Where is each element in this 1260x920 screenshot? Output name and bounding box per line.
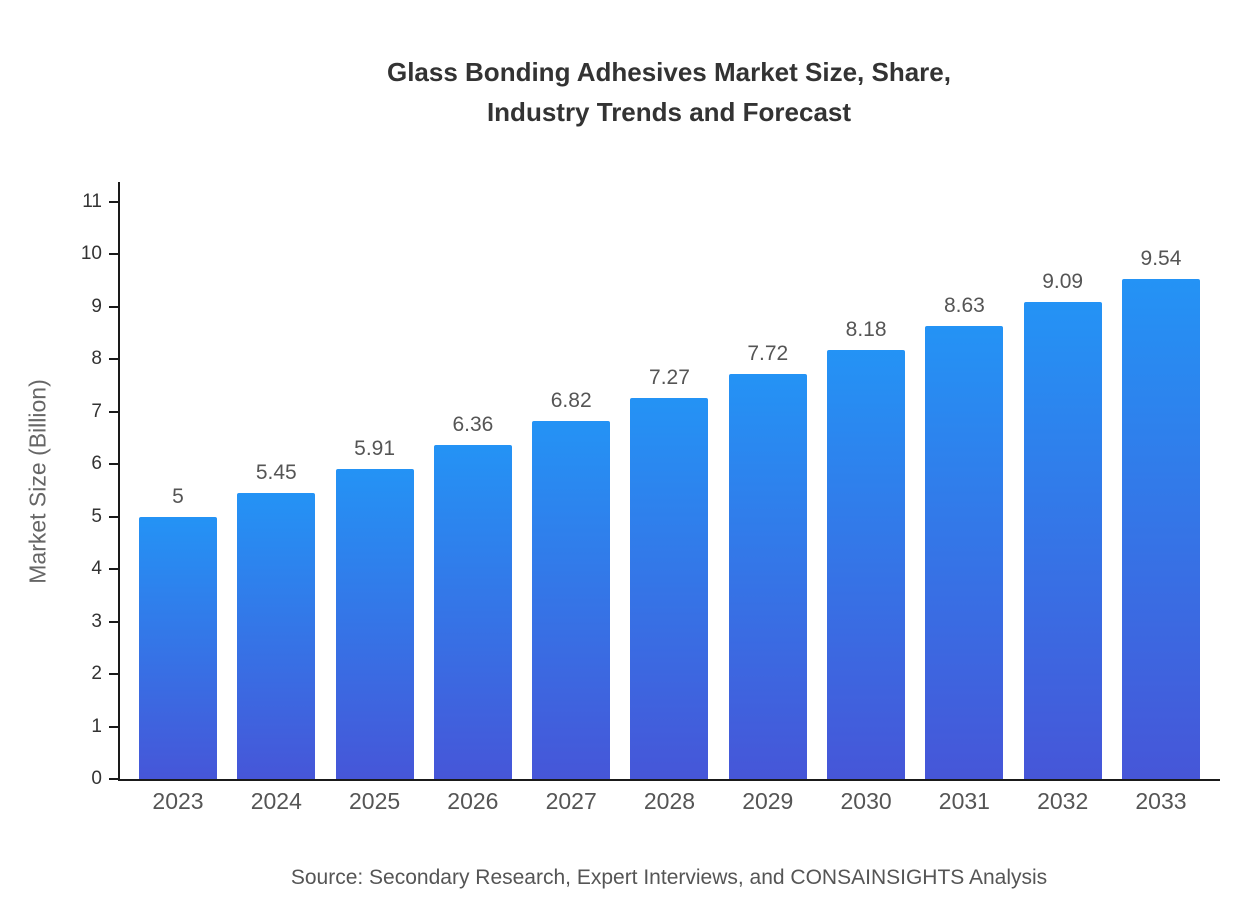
x-tick-label: 2025 [349,788,401,814]
bar [335,469,414,779]
bar [1023,302,1102,779]
x-tick-label: 2024 [250,788,302,814]
x-tick-label: 2029 [742,788,794,814]
y-tick-mark [109,305,118,308]
y-tick-label: 4 [91,558,102,580]
y-tick-label: 7 [91,400,102,422]
bar-value-label: 6.36 [452,413,494,437]
y-tick-mark [109,725,118,728]
bar-column: 6.36 [433,413,512,779]
bar-value-label: 7.27 [649,365,690,389]
x-tick-label: 2026 [447,788,499,814]
bar-column: 7.72 [728,342,807,779]
y-tick-mark [109,463,118,466]
bars-container: 5 5.45 5.91 6.36 6.82 7.27 7.72 8.18 8.63 9.09 9.5… [139,247,1200,779]
y-tick-label: 9 [91,295,102,317]
x-tick-label: 2030 [840,788,892,814]
bar-value-label: 8.18 [845,317,887,341]
source-caption: Source: Secondary Research, Expert Inter… [290,866,1048,889]
y-axis-title: Market Size (Billion) [24,379,51,584]
y-tick-label: 11 [82,191,102,212]
y-tick-mark [109,673,118,676]
y-tick-mark [109,515,118,518]
x-tick-label: 2023 [152,788,204,814]
bar [630,397,709,779]
y-tick-mark [109,620,118,623]
bar [1121,278,1200,779]
bar [433,445,512,779]
bar-value-label: 6.82 [550,389,592,413]
bar-column: 8.63 [925,294,1004,779]
x-axis-line [118,779,1220,781]
bar-column: 9.09 [1023,270,1102,779]
bar-column: 8.18 [827,317,906,779]
bar [728,374,807,779]
bar-column: 5.45 [237,461,316,779]
bar-value-label: 7.72 [747,342,789,366]
y-tick-mark [109,358,118,361]
y-tick-label: 0 [91,768,102,789]
bar-column: 5.91 [335,437,414,779]
bar-value-label: 5.91 [354,437,396,460]
y-axis-line [118,182,120,781]
y-tick-label: 5 [91,505,102,527]
y-tick-mark [109,778,118,780]
y-tick-mark [109,410,118,413]
y-tick-mark [109,568,118,571]
plot-area: 0 1 2 3 4 5 6 7 8 9 10 11 5 5.45 5.91 6.36 6.82 7.27 7.72… [81,182,1220,814]
x-axis-labels: 2023 2024 2025 2026 2027 2028 2029 2030 2031 2032… [139,788,1200,815]
bar [532,421,611,779]
x-tick-label: 2032 [1037,788,1089,814]
x-tick-label: 2033 [1135,788,1187,814]
y-tick-label: 10 [80,243,102,265]
x-tick-label: 2028 [643,788,696,814]
bar-value-label: 5 [172,484,184,508]
bar-value-label: 9.54 [1140,246,1182,270]
y-tick-label: 2 [91,663,102,685]
y-tick-mark [109,201,118,203]
bar [925,326,1004,779]
bar [139,516,217,779]
bar [237,493,316,779]
y-tick-label: 3 [91,610,102,632]
y-tick-label: 6 [91,453,102,475]
x-tick-label: 2031 [938,788,990,814]
bar-value-label: 9.09 [1042,270,1084,294]
bar-column: 5 [139,485,217,779]
y-tick-label: 8 [91,348,102,370]
bar-column: 6.82 [532,389,611,779]
chart-title: Glass Bonding Adhesives Market Size, Sha… [386,57,951,128]
y-tick-label: 1 [91,715,102,737]
bar-value-label: 5.45 [255,461,297,485]
bar-column: 9.54 [1121,246,1200,779]
bar [827,349,906,779]
bar-value-label: 8.63 [943,294,985,318]
x-tick-label: 2027 [545,788,597,814]
bar-column: 7.27 [630,365,709,779]
y-tick-mark [109,253,118,256]
